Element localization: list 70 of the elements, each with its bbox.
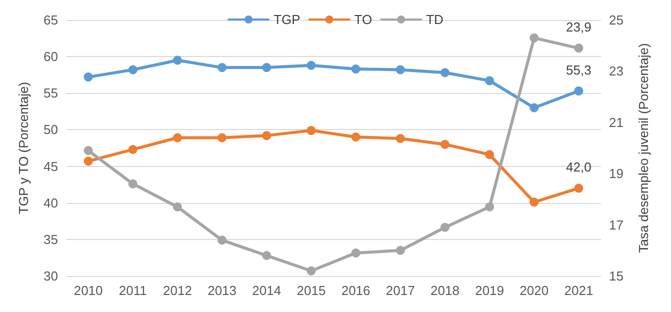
x-tick-label: 2012 xyxy=(162,283,192,298)
x-tick-label: 2021 xyxy=(564,283,594,298)
point xyxy=(172,133,182,142)
point xyxy=(485,76,494,86)
point xyxy=(351,248,360,258)
y2-tick-label: 17 xyxy=(609,217,624,232)
point xyxy=(574,184,584,193)
y-axis-title: TGP y TO (Porcentaje) xyxy=(16,82,31,214)
y-tick-label: 30 xyxy=(44,268,58,284)
point xyxy=(530,33,539,42)
y2-tick-label: 21 xyxy=(609,114,624,130)
point xyxy=(306,266,316,276)
x-tick-label: 2017 xyxy=(386,283,415,298)
point xyxy=(351,132,360,142)
point xyxy=(262,251,272,260)
point xyxy=(306,126,316,135)
y-tick-label: 60 xyxy=(44,49,58,64)
point xyxy=(485,150,494,160)
data-label: 55,3 xyxy=(566,62,592,78)
point xyxy=(440,140,450,149)
point xyxy=(485,202,494,212)
point xyxy=(218,133,227,142)
point xyxy=(440,222,450,232)
y2-axis-title: Tasa desempleo juvenil (Porcentaje) xyxy=(636,43,651,253)
x-tick-label: 2014 xyxy=(252,283,282,298)
y-tick-label: 55 xyxy=(44,86,58,101)
x-tick-label: 2018 xyxy=(430,283,460,298)
point xyxy=(84,72,93,82)
point xyxy=(396,246,405,255)
x-tick-label: 2019 xyxy=(475,283,504,298)
point xyxy=(306,60,316,70)
point xyxy=(440,68,450,78)
point xyxy=(530,103,539,112)
legend-label: TO xyxy=(354,12,372,27)
y-tick-label: 35 xyxy=(44,232,58,247)
x-tick-label: 2016 xyxy=(341,283,370,298)
point xyxy=(172,56,182,65)
data-label: 23,9 xyxy=(566,20,592,35)
point xyxy=(218,63,227,72)
point xyxy=(262,131,272,140)
point xyxy=(84,156,93,166)
legend-label: TD xyxy=(426,12,444,27)
point xyxy=(128,179,138,188)
point xyxy=(84,146,93,156)
point xyxy=(396,65,405,74)
y-tick-label: 50 xyxy=(44,122,58,138)
y2-tick-label: 23 xyxy=(609,64,624,79)
legend-label: TGP xyxy=(274,12,300,27)
point xyxy=(574,44,584,53)
y-tick-label: 45 xyxy=(44,158,58,174)
point xyxy=(128,144,138,154)
point xyxy=(530,198,539,207)
y2-tick-label: 25 xyxy=(609,12,624,28)
x-tick-label: 2013 xyxy=(208,283,237,298)
point xyxy=(574,86,584,96)
data-label: 42,0 xyxy=(566,160,592,175)
point xyxy=(351,64,360,74)
y2-tick-label: 15 xyxy=(609,268,624,284)
x-tick-label: 2010 xyxy=(74,283,103,298)
point xyxy=(128,65,138,74)
x-tick-label: 2011 xyxy=(118,283,147,298)
point xyxy=(218,236,227,245)
y2-tick-label: 19 xyxy=(609,166,624,182)
point xyxy=(396,134,405,143)
y-tick-label: 40 xyxy=(44,195,58,210)
x-tick-label: 2015 xyxy=(296,283,326,298)
x-tick-label: 2020 xyxy=(520,283,549,298)
point xyxy=(262,63,272,72)
y-tick-label: 65 xyxy=(44,12,58,28)
point xyxy=(172,202,182,212)
